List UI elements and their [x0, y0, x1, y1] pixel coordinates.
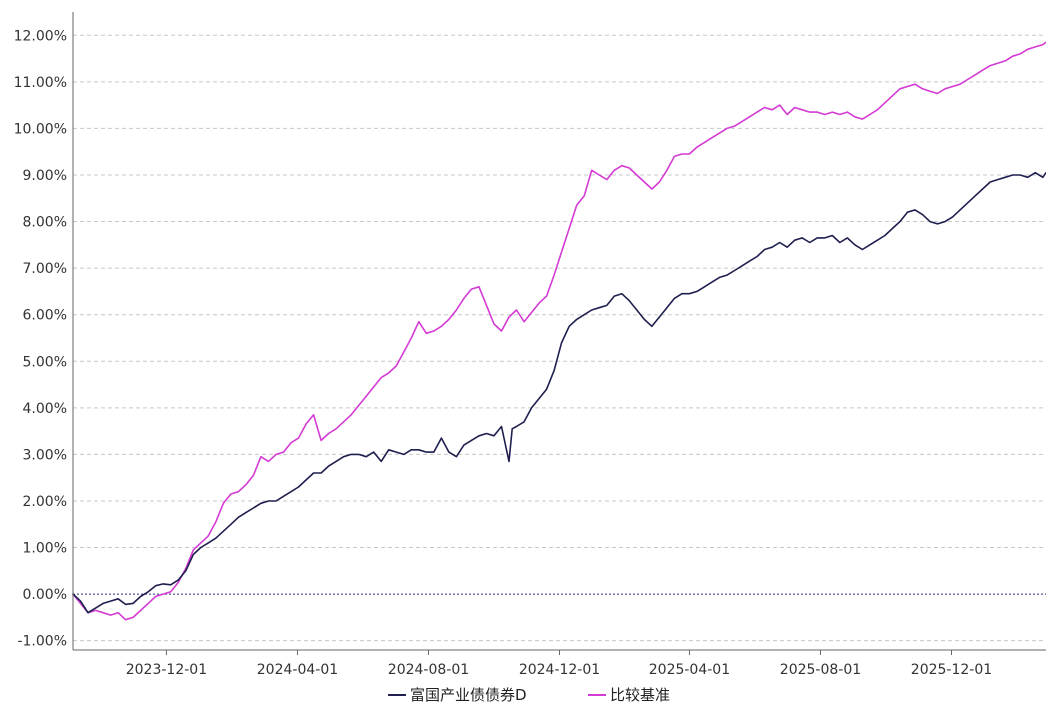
y-tick-label: 10.00%	[14, 121, 67, 137]
grid-lines	[73, 34, 1046, 642]
series-line-1	[72, 41, 1046, 621]
legend-label: 比较基准	[610, 686, 670, 704]
y-tick-label: 9.00%	[23, 168, 67, 184]
y-tick-label: 7.00%	[23, 261, 67, 277]
y-tick-label: 5.00%	[23, 354, 67, 370]
y-axis-labels: 12.00% 11.00% 10.00% 9.00% 8.00% 7.00% 6.00% 5.…	[14, 28, 67, 649]
x-axis-labels: 2023-12-01 2024-04-01 2024-08-01 2024-12-01…	[126, 662, 992, 678]
y-tick-label: 1.00%	[23, 541, 67, 557]
series-line-0	[72, 171, 1046, 614]
x-tick-label: 2025-04-01	[649, 662, 730, 678]
y-tick-label: -1.00%	[17, 634, 67, 650]
y-tick-label: 2.00%	[23, 494, 67, 510]
x-tick-label: 2024-04-01	[257, 662, 338, 678]
x-tick-label: 2024-08-01	[388, 662, 469, 678]
x-tick-label: 2025-12-01	[911, 662, 992, 678]
x-tick-label: 2024-12-01	[519, 662, 600, 678]
x-tick-label: 2023-12-01	[126, 662, 207, 678]
y-tick-label: 3.00%	[23, 447, 67, 463]
y-tick-label: 12.00%	[14, 28, 67, 44]
y-tick-label: 11.00%	[14, 75, 67, 91]
axes	[72, 12, 1046, 655]
y-tick-label: 6.00%	[23, 308, 67, 324]
legend: 富国产业债债券D 比较基准	[388, 686, 670, 704]
y-tick-label: 8.00%	[23, 215, 67, 231]
x-tick-label: 2025-08-01	[780, 662, 861, 678]
legend-label: 富国产业债债券D	[410, 686, 527, 704]
series-lines	[72, 41, 1046, 621]
y-tick-label: 4.00%	[23, 401, 67, 417]
y-tick-label: 0.00%	[23, 587, 67, 603]
